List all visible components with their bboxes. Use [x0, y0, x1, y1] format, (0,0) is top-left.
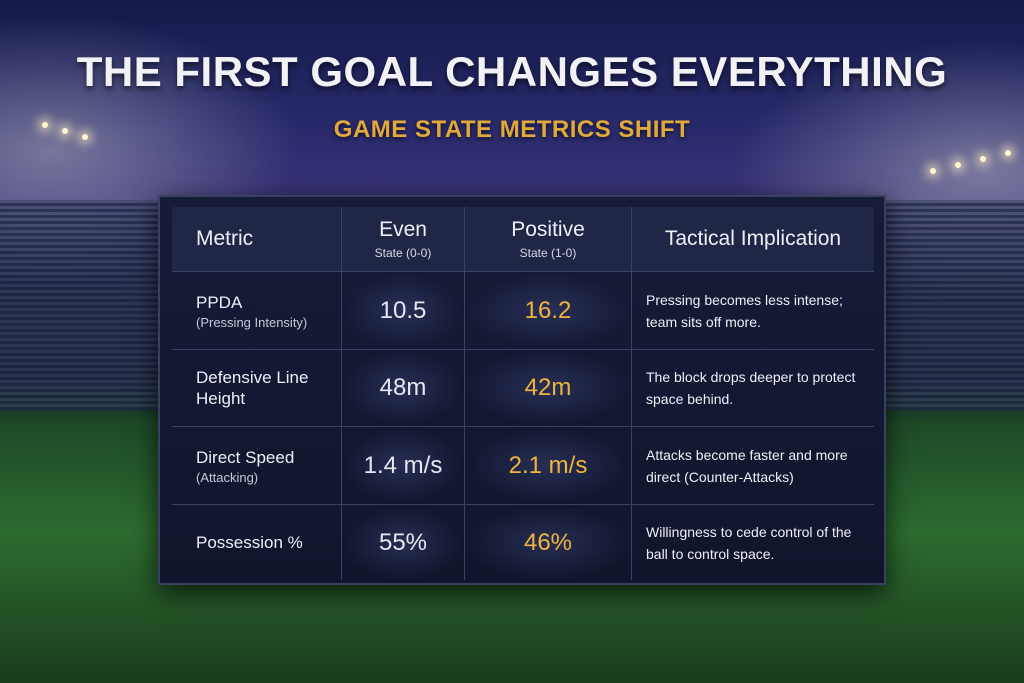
- implication: The block drops deeper to protect space …: [646, 369, 856, 407]
- stadium-light: [955, 162, 961, 168]
- stadium-light: [930, 168, 936, 174]
- metric-cell: Defensive Line Height: [172, 350, 342, 427]
- column-title: Tactical Implication: [664, 227, 842, 250]
- stadium-light: [980, 156, 986, 162]
- implication-cell: Pressing becomes less intense; team sits…: [632, 272, 874, 350]
- column-title: Even: [379, 218, 427, 241]
- even-value: 10.5: [379, 296, 427, 324]
- implication: Willingness to cede control of the ball …: [646, 523, 852, 562]
- positive-value: 16.2: [524, 296, 572, 324]
- subtitle: GAME STATE METRICS SHIFT: [333, 116, 691, 143]
- positive-value: 42m: [524, 374, 572, 401]
- metric-name: Possession %: [196, 533, 303, 552]
- title: THE FIRST GOAL CHANGES EVERYTHING: [76, 48, 948, 95]
- positive-value: 46%: [523, 528, 573, 556]
- implication-cell: The block drops deeper to protect space …: [632, 350, 874, 427]
- metric-name: PPDA: [196, 292, 243, 312]
- column-subtitle: State (0-0): [374, 246, 432, 260]
- positive-cell: 2.1 m/s: [465, 427, 632, 505]
- even-cell: 10.5: [342, 272, 465, 350]
- header-cell: Metric: [172, 207, 342, 272]
- stadium-light: [62, 128, 68, 134]
- metric-name: Defensive Line Height: [196, 368, 309, 408]
- implication-cell: Attacks become faster and more direct (C…: [632, 427, 874, 505]
- metric-cell: Possession %: [172, 505, 342, 580]
- stands-left: [0, 200, 170, 410]
- even-value: 48m: [379, 374, 427, 401]
- even-cell: 48m: [342, 350, 465, 427]
- header-cell: Positive State (1-0): [465, 207, 632, 272]
- stadium-light: [42, 122, 48, 128]
- even-cell: 1.4 m/s: [342, 427, 465, 505]
- positive-cell: 42m: [465, 350, 632, 427]
- column-subtitle: State (1-0): [519, 246, 577, 260]
- stadium-light: [1005, 150, 1011, 156]
- metric-cell: Direct Speed (Attacking): [172, 427, 342, 505]
- positive-cell: 46%: [465, 505, 632, 580]
- header-cell: Tactical Implication: [632, 207, 874, 272]
- even-cell: 55%: [342, 505, 465, 580]
- metric-name: Direct Speed: [196, 447, 295, 467]
- positive-cell: 16.2: [465, 272, 632, 350]
- column-title: Positive: [511, 218, 585, 241]
- implication-cell: Willingness to cede control of the ball …: [632, 505, 874, 580]
- metric-cell: PPDA (Pressing Intensity): [172, 272, 342, 350]
- even-value: 1.4 m/s: [363, 451, 443, 479]
- implication: Attacks become faster and more direct (C…: [646, 446, 848, 485]
- metric-note: (Attacking): [196, 469, 259, 485]
- metric-note: (Pressing Intensity): [196, 314, 308, 330]
- implication: Pressing becomes less intense; team sits…: [646, 291, 843, 330]
- positive-value: 2.1 m/s: [508, 451, 588, 479]
- table-panel: Metric Even State (0-0) Positive State (1-…: [158, 195, 886, 585]
- even-value: 55%: [378, 528, 428, 556]
- table: Metric Even State (0-0) Positive State (1-…: [172, 207, 874, 580]
- stadium-light: [82, 134, 88, 140]
- column-title: Metric: [196, 227, 254, 250]
- header-cell: Even State (0-0): [342, 207, 465, 272]
